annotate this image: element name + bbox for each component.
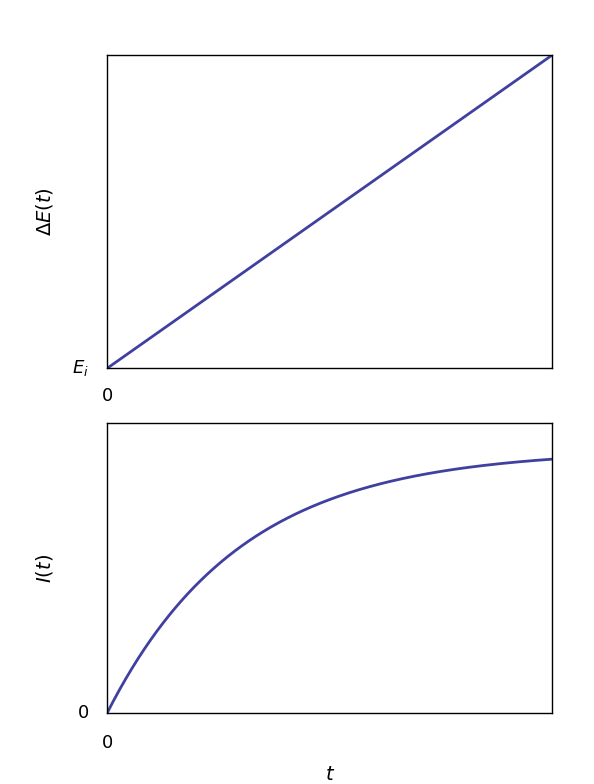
Text: $\Delta E(t)$: $\Delta E(t)$	[34, 187, 55, 236]
Text: $I(t)$: $I(t)$	[34, 554, 55, 583]
Text: $t$: $t$	[324, 766, 335, 784]
Text: $0$: $0$	[101, 734, 113, 752]
Text: $0$: $0$	[77, 705, 89, 722]
Text: $E_i$: $E_i$	[72, 358, 89, 379]
Text: $t$: $t$	[324, 425, 335, 443]
Text: $0$: $0$	[101, 387, 113, 405]
